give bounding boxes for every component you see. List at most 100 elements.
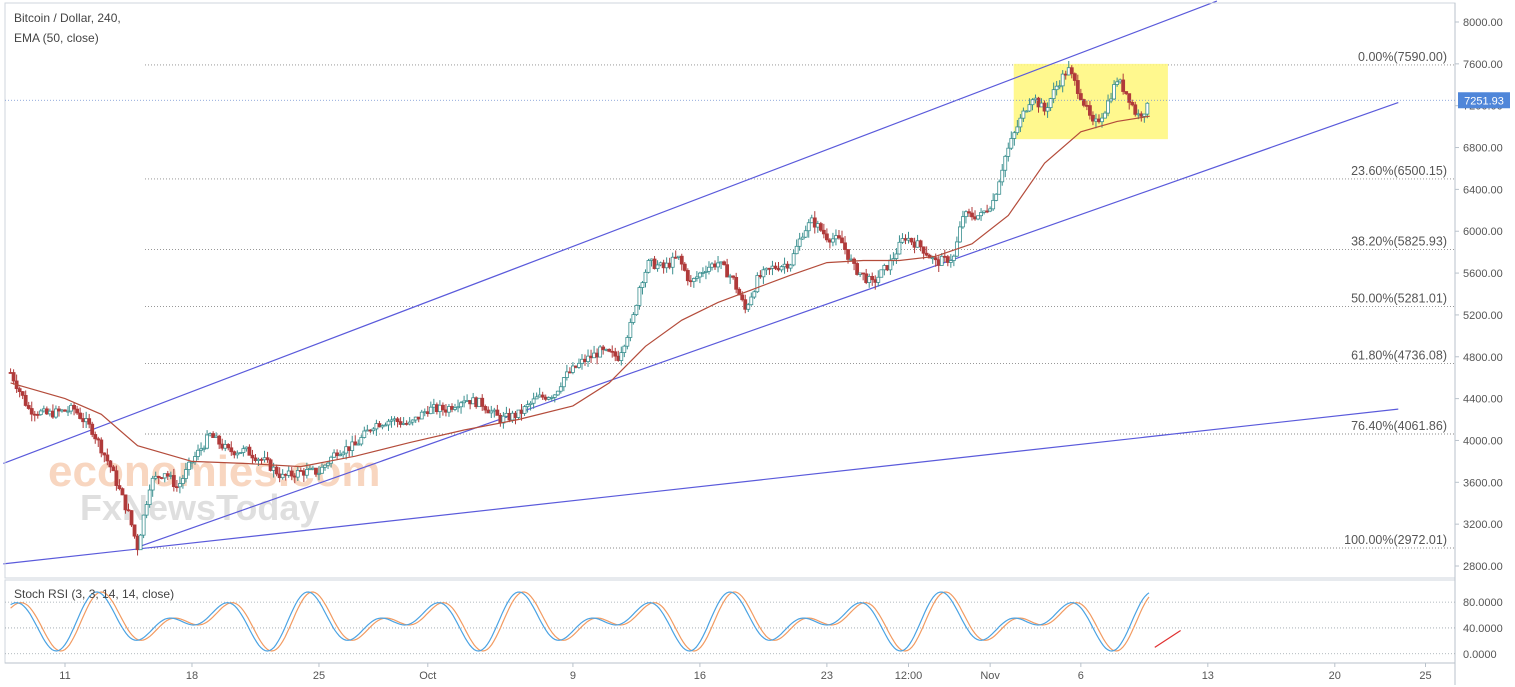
y-tick-label: 6000.00: [1463, 226, 1503, 238]
candle-body: [407, 421, 412, 425]
candle-body: [595, 352, 600, 358]
candle-body: [991, 199, 996, 210]
candle-body: [649, 258, 654, 261]
channel-line: [137, 101, 1399, 548]
candle-body: [831, 238, 835, 243]
candle-body: [47, 410, 52, 415]
candle-body: [398, 421, 403, 425]
candle-body: [480, 397, 485, 407]
candle-body: [410, 419, 415, 423]
candle-body: [522, 406, 527, 414]
candle-body: [667, 262, 672, 268]
candle-body: [1042, 102, 1047, 112]
candle-body: [688, 280, 693, 283]
candle-body: [746, 304, 751, 310]
candle-body: [244, 446, 249, 450]
candle-body: [380, 425, 385, 428]
x-tick-label: Oct: [419, 670, 436, 682]
candle-body: [843, 242, 847, 250]
candle-body: [918, 240, 923, 248]
candle-body: [29, 408, 34, 415]
candle-body: [208, 433, 213, 436]
candle-body: [150, 477, 155, 491]
candle-body: [658, 262, 663, 266]
candle-body: [567, 371, 572, 374]
candle-body: [235, 452, 240, 456]
candle-body: [933, 257, 938, 261]
candle-body: [1130, 101, 1135, 106]
candle-body: [1045, 107, 1050, 112]
candle-body: [637, 287, 642, 306]
y-tick-label: 3200.00: [1463, 519, 1503, 531]
candle-body: [885, 265, 890, 271]
candle-body: [555, 390, 560, 396]
candle-body: [906, 237, 911, 241]
candle-body: [1097, 118, 1101, 123]
candle-body: [347, 446, 352, 451]
candle-body: [1060, 73, 1065, 87]
candle-body: [997, 181, 1002, 195]
candle-body: [912, 241, 917, 248]
candle-body: [205, 434, 209, 449]
candle-body: [782, 263, 787, 268]
y-tick-label: 4400.00: [1463, 394, 1503, 406]
candle-body: [465, 400, 470, 402]
candle-body: [317, 472, 321, 475]
candle-body: [214, 435, 219, 438]
candle-body: [386, 420, 391, 426]
candle-body: [419, 411, 424, 420]
stoch-rsi-pane: 80.0000 40.0000 0.0000: [5, 591, 1503, 661]
candle-body: [982, 210, 986, 213]
candle-body: [694, 276, 699, 279]
candle-body: [392, 418, 397, 421]
fib-level-label: 23.60%(6500.15): [1351, 164, 1447, 178]
candle-body: [1021, 110, 1026, 119]
candle-body: [970, 212, 974, 218]
candle-body: [961, 216, 965, 228]
candle-body: [698, 272, 702, 278]
candle-body: [643, 271, 648, 284]
candle-body: [174, 486, 179, 489]
candle-body: [625, 337, 630, 347]
candle-body: [834, 235, 838, 240]
candle-body: [1088, 105, 1092, 116]
candle-body: [350, 441, 355, 451]
candle-body: [425, 411, 430, 415]
candle-body: [450, 406, 454, 410]
candle-body: [356, 443, 361, 446]
channel-line: [3, 0, 1218, 465]
ema-line: [10, 115, 1150, 468]
candle-body: [265, 457, 270, 461]
candle-body: [304, 469, 309, 476]
candle-body: [685, 270, 690, 282]
candle-body: [791, 253, 796, 266]
candle-body: [81, 418, 86, 423]
candle-body: [1033, 97, 1038, 101]
candle-body: [719, 261, 723, 264]
candle-body: [129, 510, 134, 526]
candle-body: [187, 461, 191, 470]
candle-body: [326, 462, 330, 466]
candle-body: [489, 410, 494, 414]
candle-body: [752, 291, 757, 298]
candle-body: [586, 355, 590, 363]
candle-body: [232, 451, 237, 456]
candle-body: [1084, 104, 1089, 107]
candle-body: [365, 429, 370, 432]
candle-body: [1030, 99, 1035, 106]
candle-body: [11, 372, 16, 382]
candle-body: [289, 470, 294, 477]
candle-body: [477, 397, 482, 408]
candle-body: [661, 262, 666, 269]
candle-body: [1118, 79, 1123, 83]
y-tick-label: 2800.00: [1463, 561, 1503, 573]
candle-body: [99, 439, 104, 454]
candle-body: [894, 253, 899, 259]
candle-body: [764, 267, 769, 271]
candle-body: [964, 211, 968, 218]
candle-body: [177, 483, 182, 488]
candle-body: [800, 236, 805, 240]
candle-body: [1048, 98, 1053, 109]
candle-body: [90, 423, 95, 435]
